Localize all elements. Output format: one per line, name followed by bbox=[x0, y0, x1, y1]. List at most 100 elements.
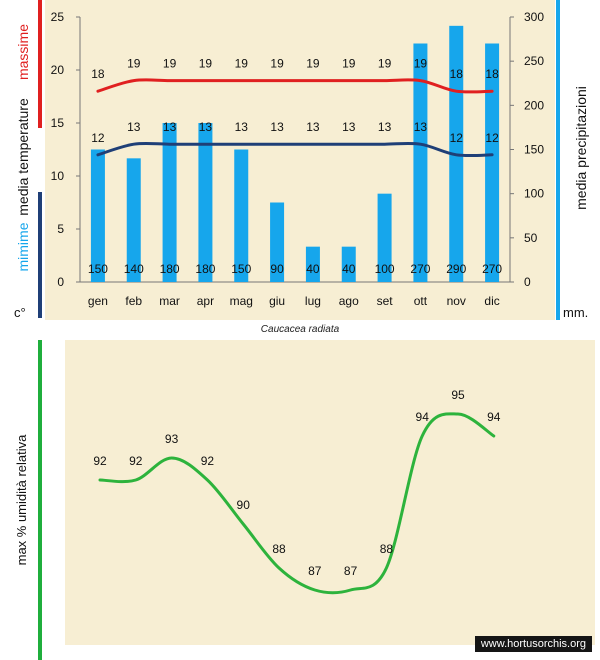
humidity-value-label: 92 bbox=[93, 454, 107, 468]
precipitation-bar bbox=[162, 123, 177, 282]
precipitation-bar bbox=[413, 43, 428, 282]
site-watermark: www.hortusorchis.org bbox=[474, 636, 592, 652]
label-media-precipitazioni: media precipitazioni bbox=[573, 86, 589, 210]
temp-max-label: 19 bbox=[414, 57, 428, 71]
temp-min-label: 13 bbox=[378, 120, 392, 134]
right-tick-label: 0 bbox=[524, 275, 531, 289]
month-tick-label: ott bbox=[414, 294, 428, 308]
temp-max-label: 19 bbox=[163, 57, 177, 71]
label-massime: massime bbox=[15, 24, 31, 80]
temp-min-label: 12 bbox=[450, 131, 464, 145]
label-mimime: mimime bbox=[15, 222, 31, 271]
temp-min-label: 13 bbox=[414, 120, 428, 134]
precipitation-bar bbox=[341, 246, 356, 282]
precipitation-value-label: 100 bbox=[375, 262, 395, 276]
temp-min-label: 13 bbox=[342, 120, 356, 134]
precipitation-value-label: 140 bbox=[124, 262, 144, 276]
temp-max-label: 19 bbox=[306, 57, 320, 71]
temp-min-label: 13 bbox=[270, 120, 284, 134]
humidity-line bbox=[98, 412, 496, 595]
humidity-value-label: 94 bbox=[487, 410, 501, 424]
temp-min-label: 13 bbox=[199, 120, 213, 134]
precipitation-value-label: 90 bbox=[270, 262, 284, 276]
precipitation-axis-bar bbox=[556, 0, 560, 320]
temp-min-label: 12 bbox=[91, 131, 105, 145]
humidity-axis-bar bbox=[38, 340, 42, 660]
precipitation-value-label: 40 bbox=[306, 262, 320, 276]
humidity-value-label: 92 bbox=[129, 454, 143, 468]
temp-min-label: 13 bbox=[127, 120, 141, 134]
precipitation-value-label: 180 bbox=[160, 262, 180, 276]
month-tick-label: dic bbox=[484, 294, 499, 308]
precipitation-value-label: 270 bbox=[410, 262, 430, 276]
humidity-value-label: 94 bbox=[416, 410, 430, 424]
left-tick-label: 20 bbox=[51, 63, 65, 77]
right-tick-label: 100 bbox=[524, 187, 544, 201]
right-tick-label: 150 bbox=[524, 143, 544, 157]
right-tick-label: 300 bbox=[524, 10, 544, 24]
temp-min-label: 12 bbox=[485, 131, 499, 145]
month-tick-label: giu bbox=[269, 294, 285, 308]
left-tick-label: 0 bbox=[57, 275, 64, 289]
temp-max-label: 19 bbox=[127, 57, 141, 71]
month-tick-label: ago bbox=[339, 294, 359, 308]
temp-min-label: 13 bbox=[163, 120, 177, 134]
precipitation-value-label: 150 bbox=[231, 262, 251, 276]
temp-max-label: 18 bbox=[485, 67, 499, 81]
temp-max-label: 18 bbox=[450, 67, 464, 81]
precipitation-value-label: 40 bbox=[342, 262, 356, 276]
month-tick-label: gen bbox=[88, 294, 108, 308]
month-tick-label: set bbox=[377, 294, 394, 308]
precipitation-bar bbox=[126, 158, 141, 282]
left-tick-label: 25 bbox=[51, 10, 65, 24]
temp-max-label: 19 bbox=[378, 57, 392, 71]
temp-max-label: 19 bbox=[235, 57, 249, 71]
right-tick-label: 200 bbox=[524, 98, 544, 112]
temp-max-label: 19 bbox=[199, 57, 213, 71]
month-tick-label: lug bbox=[305, 294, 321, 308]
precipitation-bar bbox=[485, 43, 500, 282]
humidity-value-label: 88 bbox=[380, 542, 394, 556]
temp-min-line bbox=[96, 141, 494, 158]
humidity-value-label: 92 bbox=[201, 454, 215, 468]
humidity-value-label: 95 bbox=[451, 388, 465, 402]
left-tick-label: 10 bbox=[51, 169, 65, 183]
precipitation-value-label: 290 bbox=[446, 262, 466, 276]
left-tick-label: 5 bbox=[57, 222, 64, 236]
label-temp-unit: c° bbox=[14, 305, 26, 320]
precipitation-bar bbox=[90, 149, 105, 282]
right-tick-label: 250 bbox=[524, 54, 544, 68]
left-tick-label: 15 bbox=[51, 116, 65, 130]
temp-max-label: 18 bbox=[91, 67, 105, 81]
temp-max-label: 19 bbox=[342, 57, 356, 71]
right-tick-label: 50 bbox=[524, 231, 538, 245]
temp-min-label: 13 bbox=[235, 120, 249, 134]
precipitation-bar bbox=[377, 193, 392, 282]
precipitation-bar bbox=[198, 123, 213, 282]
precipitation-value-label: 150 bbox=[88, 262, 108, 276]
month-tick-label: mag bbox=[230, 294, 253, 308]
species-caption: Caucacea radiata bbox=[260, 324, 340, 335]
month-tick-label: nov bbox=[447, 294, 466, 308]
temp-min-label: 13 bbox=[306, 120, 320, 134]
humidity-value-label: 90 bbox=[237, 498, 251, 512]
precipitation-value-label: 180 bbox=[195, 262, 215, 276]
label-precip-unit: mm. bbox=[563, 305, 588, 320]
precipitation-bar bbox=[234, 149, 249, 282]
temp-max-label: 19 bbox=[270, 57, 284, 71]
month-tick-label: mar bbox=[159, 294, 180, 308]
humidity-value-label: 88 bbox=[272, 542, 286, 556]
humidity-value-label: 93 bbox=[165, 432, 179, 446]
massime-axis-bar bbox=[38, 0, 42, 128]
humidity-value-label: 87 bbox=[344, 564, 358, 578]
mimime-axis-bar bbox=[38, 192, 42, 318]
label-humidity-axis: max % umidità relativa bbox=[14, 434, 29, 566]
month-tick-label: apr bbox=[197, 294, 214, 308]
temp-max-line bbox=[96, 78, 494, 94]
label-media-temperature: media temperature bbox=[15, 98, 31, 216]
precipitation-value-label: 270 bbox=[482, 262, 502, 276]
month-tick-label: feb bbox=[125, 294, 142, 308]
humidity-value-label: 87 bbox=[308, 564, 322, 578]
precipitation-bar bbox=[270, 202, 285, 282]
